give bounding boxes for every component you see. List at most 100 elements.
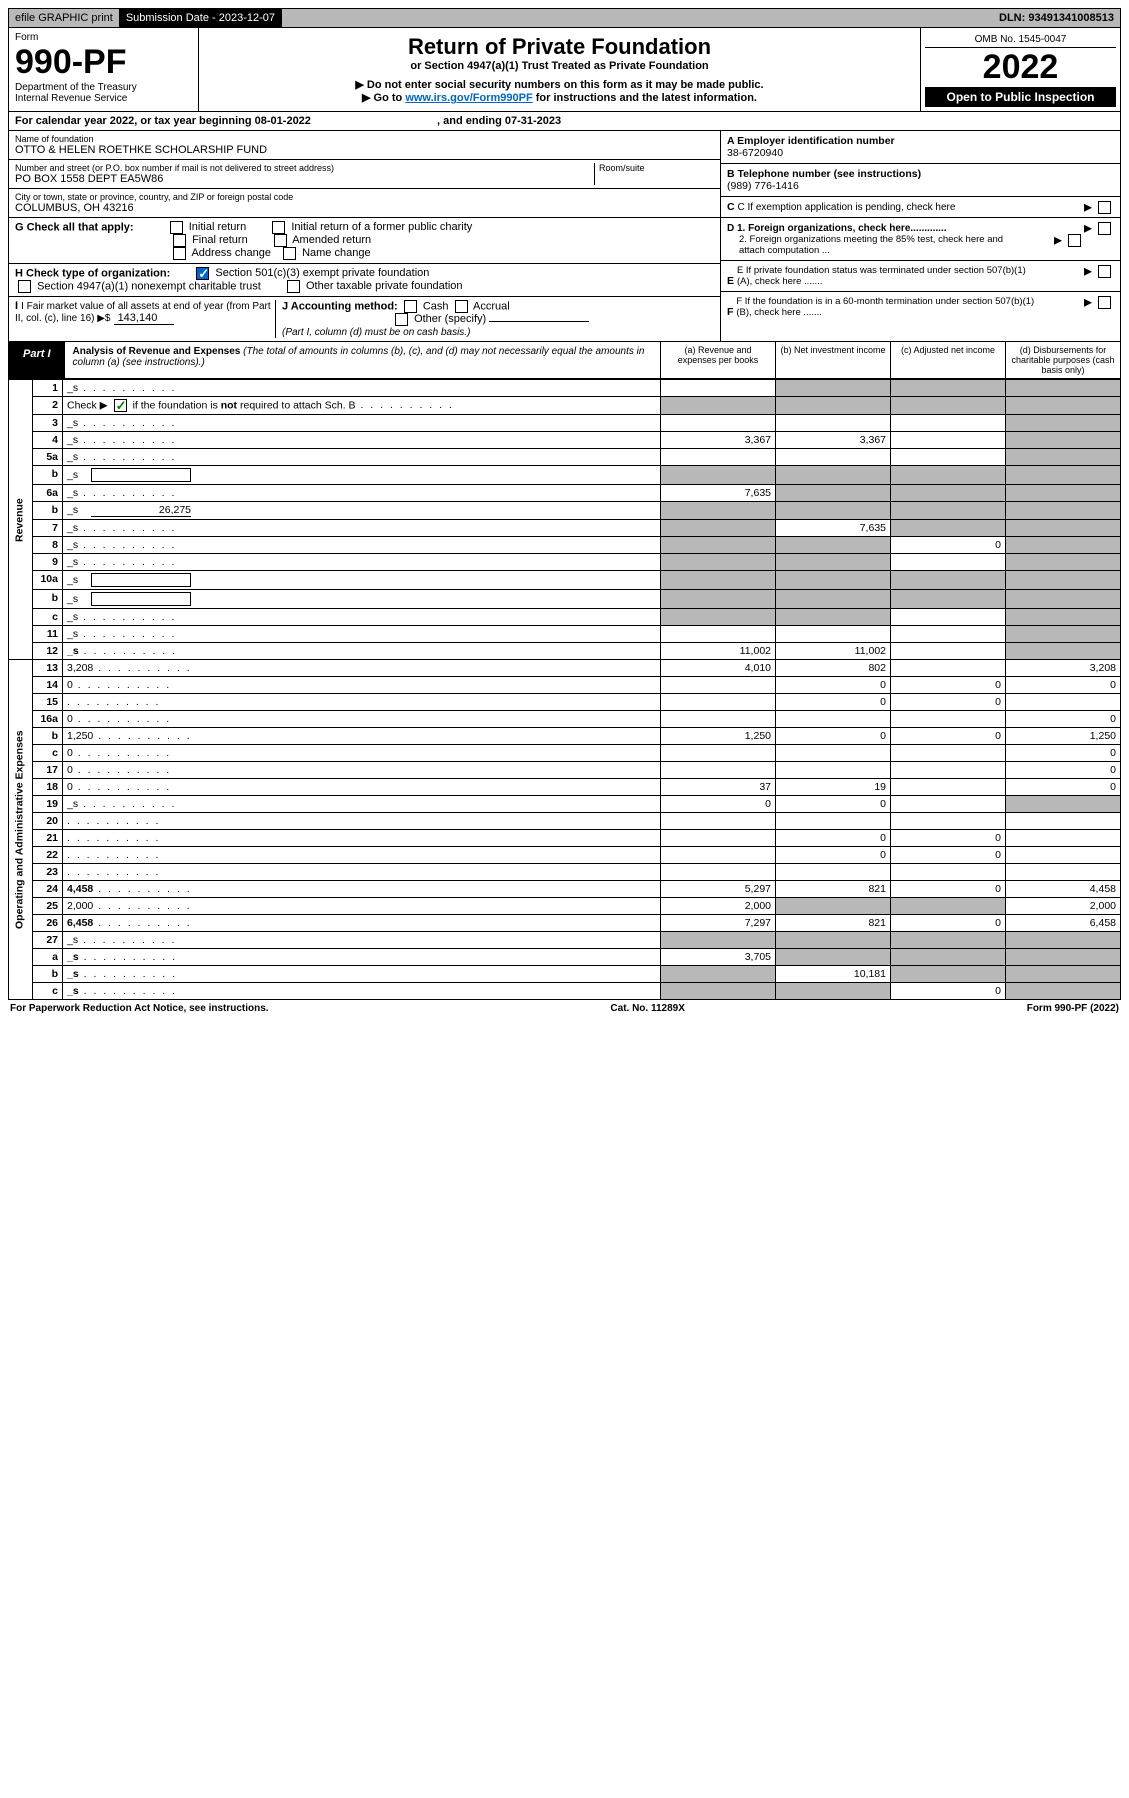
row-desc: _s bbox=[63, 449, 661, 466]
cell-value: 0 bbox=[776, 847, 891, 864]
row-number: 22 bbox=[33, 847, 63, 864]
cell-value bbox=[661, 677, 776, 694]
checkbox-amended[interactable] bbox=[274, 234, 287, 247]
section-g: G Check all that apply: Initial return I… bbox=[9, 218, 720, 264]
table-row: 2100 bbox=[9, 830, 1121, 847]
row-number: b bbox=[33, 502, 63, 520]
checkbox-initial-former[interactable] bbox=[272, 221, 285, 234]
cell-value bbox=[661, 864, 776, 881]
cell-value bbox=[661, 711, 776, 728]
checkbox-accrual[interactable] bbox=[455, 300, 468, 313]
cell-shaded bbox=[776, 898, 891, 915]
cell-shaded bbox=[776, 485, 891, 502]
h-label: H Check type of organization: bbox=[15, 267, 170, 279]
submission-date: Submission Date - 2023-12-07 bbox=[120, 9, 282, 27]
row-desc: _s bbox=[63, 432, 661, 449]
row-desc: _s bbox=[63, 626, 661, 643]
cell-shaded bbox=[1006, 571, 1121, 590]
cell-shaded bbox=[1006, 966, 1121, 983]
cell-shaded bbox=[1006, 983, 1121, 1000]
cell-value bbox=[776, 711, 891, 728]
cell-shaded bbox=[1006, 466, 1121, 485]
row-number: 4 bbox=[33, 432, 63, 449]
cell-shaded bbox=[1006, 502, 1121, 520]
cell-shaded bbox=[1006, 626, 1121, 643]
cell-value bbox=[1006, 813, 1121, 830]
cell-value: 7,635 bbox=[661, 485, 776, 502]
checkbox-other-method[interactable] bbox=[395, 313, 408, 326]
cell-value bbox=[776, 449, 891, 466]
cell-value bbox=[1006, 864, 1121, 881]
row-desc: _s bbox=[63, 796, 661, 813]
row-number: 3 bbox=[33, 415, 63, 432]
irs-label: Internal Revenue Service bbox=[15, 93, 192, 104]
checkbox-address-change[interactable] bbox=[173, 247, 186, 260]
cell-value: 821 bbox=[776, 915, 891, 932]
row-number: b bbox=[33, 466, 63, 485]
section-h: H Check type of organization: Section 50… bbox=[9, 264, 720, 297]
checkbox-d1[interactable] bbox=[1098, 222, 1111, 235]
checkbox-name-change[interactable] bbox=[283, 247, 296, 260]
cell-shaded bbox=[1006, 485, 1121, 502]
table-row: c_s0 bbox=[9, 983, 1121, 1000]
cell-value: 7,635 bbox=[776, 520, 891, 537]
form-header: Form 990-PF Department of the Treasury I… bbox=[8, 28, 1121, 112]
row-desc: 0 bbox=[63, 779, 661, 796]
row-number: 13 bbox=[33, 660, 63, 677]
checkbox-c[interactable] bbox=[1098, 201, 1111, 214]
row-desc: _s bbox=[63, 554, 661, 571]
warn2-pre: ▶ Go to bbox=[362, 92, 405, 104]
table-row: 10a_s bbox=[9, 571, 1121, 590]
cell-value: 0 bbox=[891, 728, 1006, 745]
cell-value: 0 bbox=[776, 694, 891, 711]
checkbox-d2[interactable] bbox=[1068, 234, 1081, 247]
name-label: Name of foundation bbox=[15, 134, 714, 144]
cell-shaded bbox=[1006, 643, 1121, 660]
row-desc: 6,458 bbox=[63, 915, 661, 932]
cell-shaded bbox=[891, 380, 1006, 397]
row-number: b bbox=[33, 728, 63, 745]
row-number: c bbox=[33, 745, 63, 762]
checkbox-other-taxable[interactable] bbox=[287, 280, 300, 293]
cell-value: 19 bbox=[776, 779, 891, 796]
warn2: ▶ Go to www.irs.gov/Form990PF for instru… bbox=[205, 91, 914, 104]
checkbox-f[interactable] bbox=[1098, 296, 1111, 309]
part1-title: Analysis of Revenue and Expenses bbox=[73, 346, 241, 357]
row-desc bbox=[63, 694, 661, 711]
checkbox-cash[interactable] bbox=[404, 300, 417, 313]
addr-label: Number and street (or P.O. box number if… bbox=[15, 163, 594, 173]
h-opt1: Section 501(c)(3) exempt private foundat… bbox=[215, 267, 429, 279]
table-row: b_s10,181 bbox=[9, 966, 1121, 983]
cell-shaded bbox=[661, 502, 776, 520]
row-number: c bbox=[33, 609, 63, 626]
cell-shaded bbox=[776, 537, 891, 554]
checkbox-501c3[interactable] bbox=[196, 267, 209, 280]
table-row: 16a00 bbox=[9, 711, 1121, 728]
cell-shaded bbox=[776, 466, 891, 485]
cell-value bbox=[776, 626, 891, 643]
checkbox-schb[interactable] bbox=[114, 399, 127, 412]
j-accrual: Accrual bbox=[473, 300, 510, 312]
cell-shaded bbox=[1006, 520, 1121, 537]
cell-shaded bbox=[776, 983, 891, 1000]
cell-shaded bbox=[661, 466, 776, 485]
address: PO BOX 1558 DEPT EA5W86 bbox=[15, 173, 594, 185]
cell-shaded bbox=[891, 590, 1006, 609]
dln-label: DLN: 93491341008513 bbox=[993, 9, 1120, 27]
table-row: 6a_s7,635 bbox=[9, 485, 1121, 502]
checkbox-initial-return[interactable] bbox=[170, 221, 183, 234]
row-desc: 3,208 bbox=[63, 660, 661, 677]
table-row: 7_s7,635 bbox=[9, 520, 1121, 537]
checkbox-e[interactable] bbox=[1098, 265, 1111, 278]
table-row: 1700 bbox=[9, 762, 1121, 779]
row-desc bbox=[63, 830, 661, 847]
irs-link[interactable]: www.irs.gov/Form990PF bbox=[405, 92, 532, 104]
table-row: 244,4585,29782104,458 bbox=[9, 881, 1121, 898]
checkbox-final-return[interactable] bbox=[173, 234, 186, 247]
table-row: 23 bbox=[9, 864, 1121, 881]
checkbox-4947[interactable] bbox=[18, 280, 31, 293]
table-row: Operating and Administrative Expenses133… bbox=[9, 660, 1121, 677]
cell-shaded bbox=[661, 966, 776, 983]
cell-value: 1,250 bbox=[1006, 728, 1121, 745]
g-opt1: Initial return of a former public charit… bbox=[291, 221, 472, 233]
